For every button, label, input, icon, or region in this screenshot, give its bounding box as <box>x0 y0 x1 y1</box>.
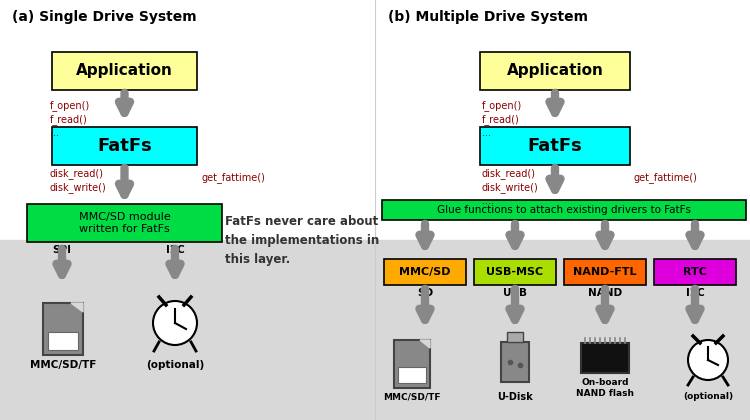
Text: NAND-FTL: NAND-FTL <box>573 267 637 277</box>
Text: On-board
NAND flash: On-board NAND flash <box>576 378 634 398</box>
Text: Application: Application <box>76 63 173 79</box>
Text: get_fattime(): get_fattime() <box>634 172 698 183</box>
Circle shape <box>153 301 197 345</box>
Text: MMC/SD module
written for FatFs: MMC/SD module written for FatFs <box>79 212 170 234</box>
Text: SD: SD <box>417 288 433 298</box>
FancyBboxPatch shape <box>654 259 736 285</box>
Text: f_open()
f_read()
...: f_open() f_read() ... <box>482 100 522 138</box>
Text: NAND: NAND <box>588 288 622 298</box>
FancyBboxPatch shape <box>52 127 197 165</box>
FancyBboxPatch shape <box>43 303 83 355</box>
FancyBboxPatch shape <box>394 340 430 388</box>
FancyBboxPatch shape <box>384 259 466 285</box>
FancyBboxPatch shape <box>507 332 523 342</box>
Bar <box>398 367 426 383</box>
Text: FatFs: FatFs <box>528 137 582 155</box>
Text: USB-MSC: USB-MSC <box>487 267 544 277</box>
Text: f_open()
f_read()
...: f_open() f_read() ... <box>50 100 90 138</box>
Circle shape <box>688 340 728 380</box>
Polygon shape <box>71 303 83 312</box>
Text: (optional): (optional) <box>683 392 733 401</box>
Text: FatFs: FatFs <box>98 137 152 155</box>
Text: (optional): (optional) <box>146 360 204 370</box>
Text: MMC/SD: MMC/SD <box>399 267 451 277</box>
Text: disk_read()
disk_write()
....: disk_read() disk_write() .... <box>50 168 106 206</box>
FancyBboxPatch shape <box>480 127 630 165</box>
Text: (a) Single Drive System: (a) Single Drive System <box>12 10 196 24</box>
Text: disk_read()
disk_write()
....: disk_read() disk_write() .... <box>482 168 538 206</box>
Text: FatFs never care about
the implementations in
this layer.: FatFs never care about the implementatio… <box>225 215 380 266</box>
Text: Glue functions to attach existing drivers to FatFs: Glue functions to attach existing driver… <box>437 205 691 215</box>
FancyBboxPatch shape <box>474 259 556 285</box>
Text: SPI: SPI <box>53 245 71 255</box>
Text: U-Disk: U-Disk <box>497 392 532 402</box>
Bar <box>48 332 78 350</box>
Text: USB: USB <box>503 288 527 298</box>
Text: #0: #0 <box>581 225 596 235</box>
Text: MMC/SD/TF: MMC/SD/TF <box>383 392 441 401</box>
Text: RTC: RTC <box>683 267 707 277</box>
Bar <box>0 240 750 420</box>
Text: #2: #2 <box>401 225 416 235</box>
Text: (b) Multiple Drive System: (b) Multiple Drive System <box>388 10 588 24</box>
FancyBboxPatch shape <box>52 52 197 90</box>
Text: MMC/SD/TF: MMC/SD/TF <box>30 360 96 370</box>
FancyBboxPatch shape <box>382 200 746 220</box>
Text: get_fattime(): get_fattime() <box>201 172 265 183</box>
Text: I2C: I2C <box>686 288 704 298</box>
Text: Application: Application <box>506 63 604 79</box>
Polygon shape <box>420 340 430 348</box>
FancyBboxPatch shape <box>581 343 629 373</box>
Text: I2C: I2C <box>166 245 184 255</box>
FancyBboxPatch shape <box>564 259 646 285</box>
Text: #1: #1 <box>491 225 506 235</box>
FancyBboxPatch shape <box>27 204 222 242</box>
FancyBboxPatch shape <box>501 342 529 382</box>
FancyBboxPatch shape <box>480 52 630 90</box>
